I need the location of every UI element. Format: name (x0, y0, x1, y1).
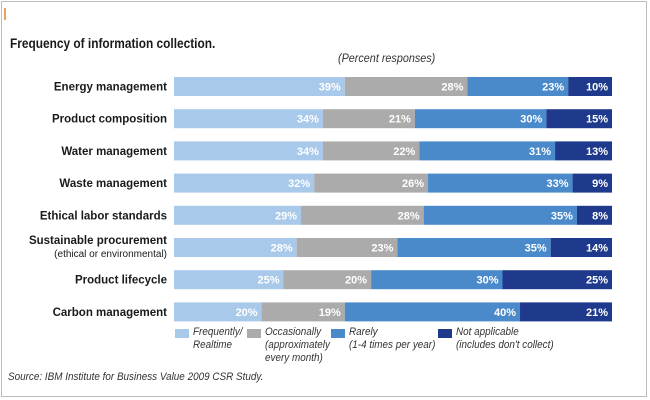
category-label-product-composition: Product composition (52, 114, 167, 126)
bar-segment-not_applicable-sustainable-procurement (550, 238, 612, 257)
bar-segment-frequently-product-composition (174, 109, 323, 129)
value-label-frequently-carbon-management: 20% (236, 307, 258, 319)
bar-segment-rarely-water-management (419, 141, 556, 161)
legend-text-frequently: Frequently/ Realtime (193, 326, 243, 351)
value-label-not_applicable-waste-management: 9% (592, 178, 608, 190)
legend-swatch-not-applicable (438, 329, 452, 338)
value-label-occasionally-waste-management: 26% (402, 178, 424, 190)
chart-subtitle: (Percent responses) (338, 51, 436, 65)
value-label-frequently-product-lifecycle: 25% (257, 275, 279, 287)
bar-segment-frequently-waste-management (174, 173, 315, 193)
value-label-rarely-sustainable-procurement: 35% (525, 243, 547, 255)
value-label-rarely-waste-management: 33% (547, 178, 569, 190)
legend-swatch-occasionally (247, 329, 261, 338)
value-label-not_applicable-water-management: 13% (586, 146, 608, 158)
legend-text-rarely: Rarely (1-4 times per year) (349, 326, 436, 351)
category-label-sustainable-procurement: Sustainable procurement (29, 235, 167, 247)
bar-segment-occasionally-energy-management (344, 77, 468, 96)
value-label-frequently-sustainable-procurement: 28% (271, 243, 293, 255)
value-label-occasionally-energy-management: 28% (441, 82, 463, 94)
category-label-energy-management: Energy management (54, 82, 167, 94)
bar-segment-occasionally-product-composition (322, 109, 415, 129)
bar-segment-not_applicable-carbon-management (520, 302, 612, 322)
bar-segment-frequently-product-lifecycle (174, 270, 284, 290)
bar-segment-frequently-energy-management (174, 77, 345, 96)
category-label-water-management: Water management (61, 146, 167, 158)
bar-segment-frequently-water-management (174, 141, 323, 161)
value-label-rarely-product-composition: 30% (520, 114, 542, 126)
category-sublabel-sustainable-procurement: (ethical or environmental) (54, 249, 167, 260)
bar-segment-rarely-energy-management (467, 77, 569, 96)
bar-segment-occasionally-ethical-labor-standards (301, 205, 424, 225)
value-label-not_applicable-carbon-management: 21% (586, 307, 608, 319)
bar-segment-not_applicable-water-management (555, 141, 612, 161)
value-label-not_applicable-energy-management: 10% (586, 82, 608, 94)
value-label-occasionally-water-management: 22% (393, 146, 415, 158)
category-label-waste-management: Waste management (59, 178, 167, 190)
bar-segment-frequently-sustainable-procurement (174, 238, 297, 257)
bar-segment-not_applicable-waste-management (572, 173, 612, 193)
bar-segment-occasionally-sustainable-procurement (296, 238, 398, 257)
value-label-not_applicable-ethical-labor-standards: 8% (592, 210, 608, 222)
bar-segment-not_applicable-product-lifecycle (502, 270, 612, 290)
value-label-rarely-water-management: 31% (529, 146, 551, 158)
bar-segment-frequently-carbon-management (174, 302, 262, 322)
bar-segment-rarely-product-lifecycle (371, 270, 503, 290)
bar-segment-not_applicable-energy-management (568, 77, 612, 96)
legend-swatch-frequently (175, 329, 189, 338)
bar-segment-occasionally-waste-management (314, 173, 429, 193)
value-label-rarely-energy-management: 23% (542, 82, 564, 94)
value-label-frequently-water-management: 34% (297, 146, 319, 158)
value-label-rarely-product-lifecycle: 30% (476, 275, 498, 287)
value-label-occasionally-product-composition: 21% (389, 114, 411, 126)
value-label-not_applicable-sustainable-procurement: 14% (586, 243, 608, 255)
bar-segment-not_applicable-ethical-labor-standards (576, 205, 612, 225)
value-label-rarely-carbon-management: 40% (494, 307, 516, 319)
value-label-rarely-ethical-labor-standards: 35% (551, 210, 573, 222)
value-label-occasionally-product-lifecycle: 20% (345, 275, 367, 287)
bar-segment-rarely-waste-management (428, 173, 573, 193)
bar-segment-occasionally-carbon-management (261, 302, 345, 322)
bar-segment-frequently-ethical-labor-standards (174, 205, 302, 225)
value-label-occasionally-ethical-labor-standards: 28% (398, 210, 420, 222)
bar-segment-rarely-sustainable-procurement (397, 238, 551, 257)
value-label-frequently-product-composition: 34% (297, 114, 319, 126)
bar-segment-rarely-product-composition (414, 109, 547, 129)
category-label-ethical-labor-standards: Ethical labor standards (40, 210, 167, 222)
value-label-frequently-waste-management: 32% (288, 178, 310, 190)
value-label-occasionally-carbon-management: 19% (319, 307, 341, 319)
chart-title: Frequency of information collection. (10, 36, 216, 51)
bar-segment-rarely-carbon-management (344, 302, 521, 322)
value-label-occasionally-sustainable-procurement: 23% (371, 243, 393, 255)
value-label-not_applicable-product-composition: 15% (586, 114, 608, 126)
bar-segment-occasionally-product-lifecycle (283, 270, 372, 290)
legend-swatch-rarely (331, 329, 345, 338)
value-label-frequently-energy-management: 39% (319, 82, 341, 94)
legend-text-not-applicable: Not applicable (includes don't collect) (456, 326, 554, 351)
category-label-product-lifecycle: Product lifecycle (75, 275, 167, 287)
source-note: Source: IBM Institute for Business Value… (8, 371, 264, 383)
bar-segment-not_applicable-product-composition (546, 109, 612, 129)
bar-segment-occasionally-water-management (322, 141, 420, 161)
bar-segment-rarely-ethical-labor-standards (423, 205, 577, 225)
value-label-not_applicable-product-lifecycle: 25% (586, 275, 608, 287)
accent-mark (4, 8, 6, 20)
category-label-carbon-management: Carbon management (53, 307, 168, 319)
value-label-frequently-ethical-labor-standards: 29% (275, 210, 297, 222)
legend-text-occasionally: Occasionally (approximately every month) (265, 326, 330, 364)
